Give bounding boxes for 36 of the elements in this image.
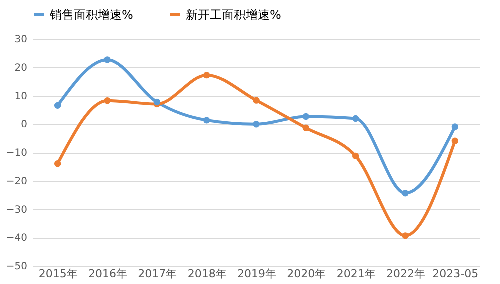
x-tick-label: 2019年 [238, 268, 276, 280]
x-tick-label: 2021年 [336, 268, 376, 280]
point [302, 113, 310, 120]
x-tick-label: 2022年 [386, 268, 426, 280]
point [253, 121, 260, 128]
point [203, 117, 210, 124]
point [104, 98, 111, 104]
point [253, 97, 260, 104]
x-tick-label: 2017年 [138, 268, 178, 280]
point [302, 124, 310, 132]
y-tick-label: 0 [21, 120, 28, 131]
x-tick-label: 2020年 [287, 268, 326, 280]
y-tick-label: −40 [6, 233, 28, 244]
x-tick-label: 2018年 [188, 268, 227, 280]
point [352, 152, 360, 160]
y-tick-label: −30 [6, 204, 28, 216]
x-tick-label: 2015年 [38, 268, 78, 280]
point [452, 124, 459, 130]
x-tick-label: 2016年 [88, 268, 128, 280]
point [352, 115, 360, 122]
y-tick-label: −20 [6, 176, 28, 188]
point [54, 160, 62, 168]
y-tick-label: −10 [6, 148, 28, 159]
legend-label: 新开工面积增速% [186, 8, 282, 22]
point [402, 190, 409, 197]
y-tick-label: −50 [6, 262, 28, 272]
point [203, 72, 210, 79]
point [402, 232, 409, 240]
point [452, 138, 459, 144]
legend-label: 销售面积增速% [49, 8, 134, 22]
y-tick-label: 20 [14, 62, 28, 74]
x-tick-label: 2023-05 [432, 268, 479, 280]
point [54, 102, 62, 110]
point [104, 56, 111, 64]
y-tick-label: 30 [14, 34, 28, 46]
y-tick-label: 10 [14, 91, 28, 102]
